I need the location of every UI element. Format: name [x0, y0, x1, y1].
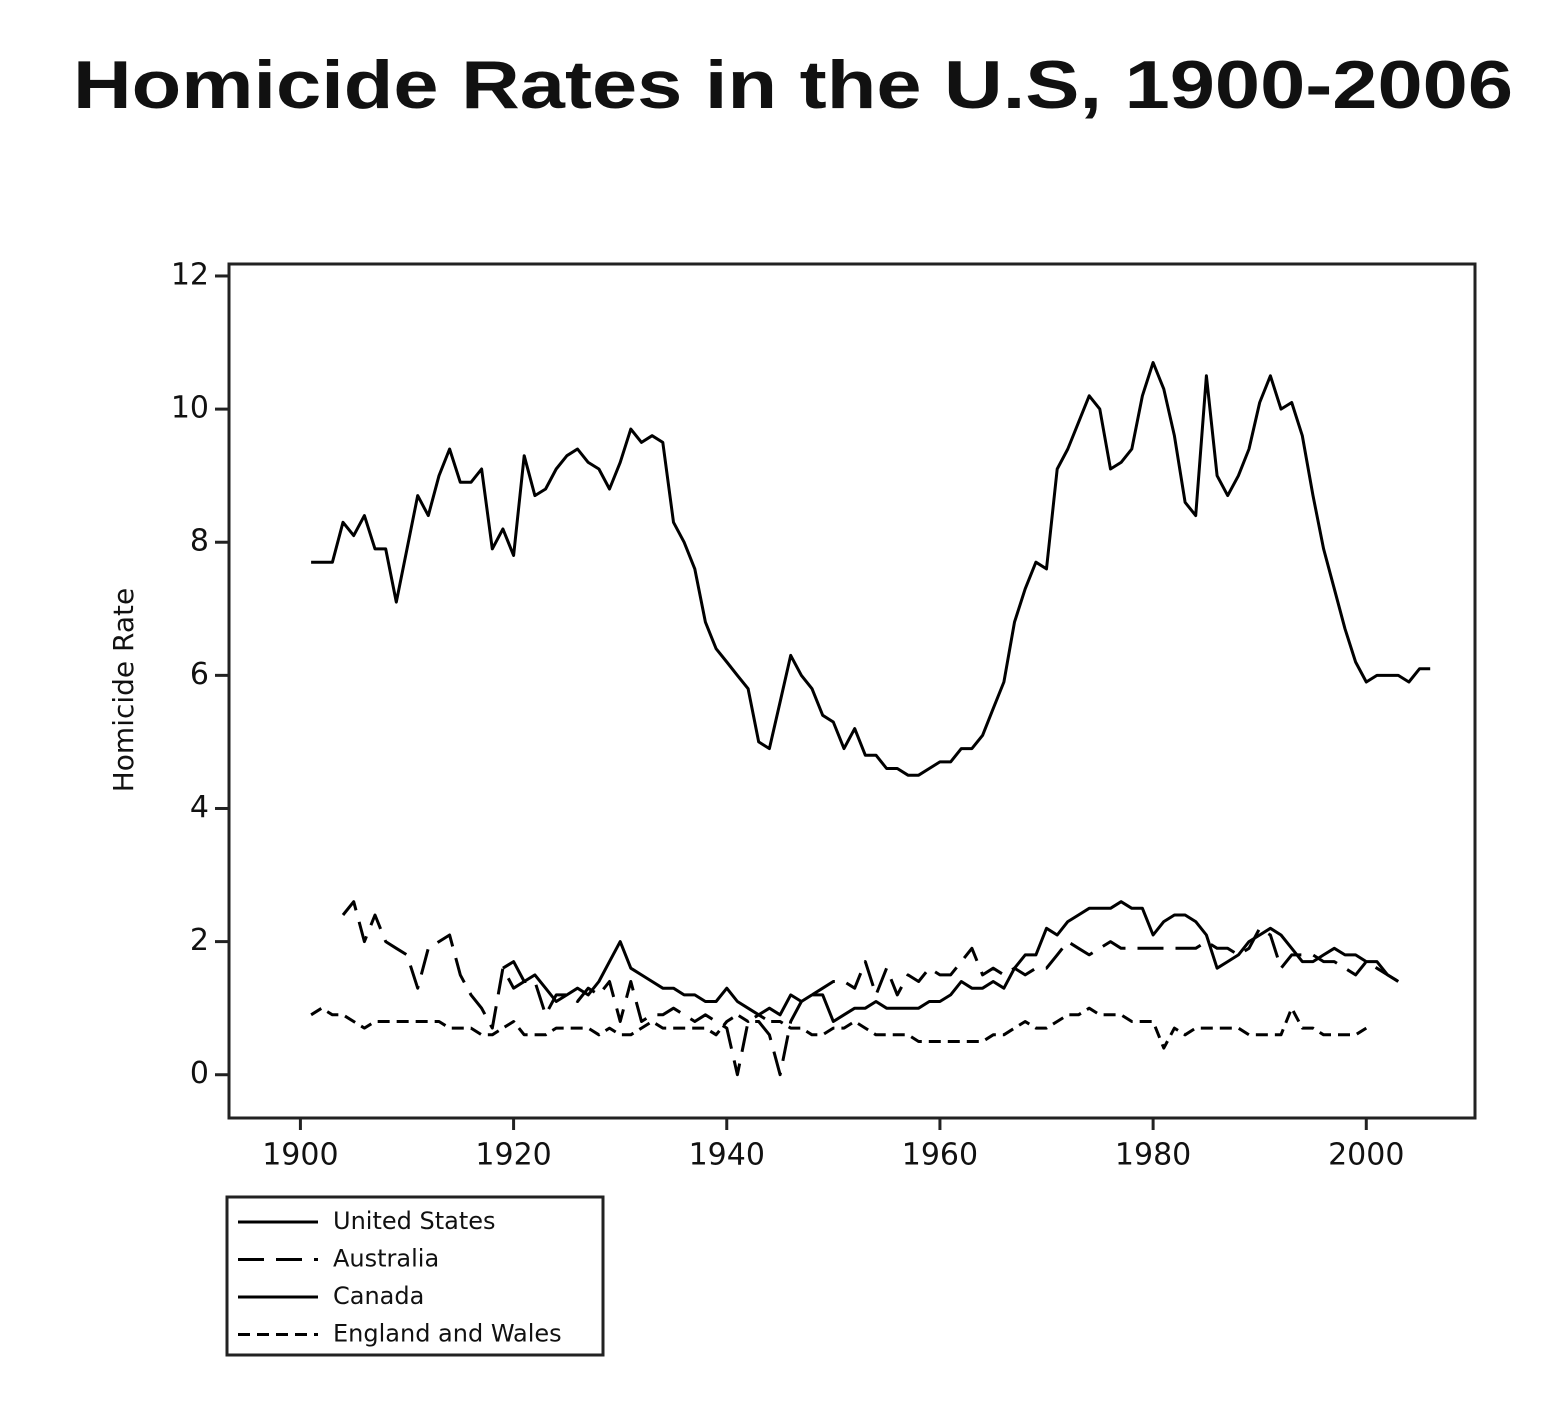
- series-line: [311, 361, 1431, 777]
- series-line: [310, 1006, 1368, 1050]
- legend-label: England and Wales: [333, 1320, 562, 1348]
- legend-label: Australia: [333, 1245, 439, 1273]
- plot-frame: [227, 262, 1477, 1120]
- y-tick-label: 2: [190, 923, 209, 958]
- legend-label: United States: [333, 1207, 496, 1235]
- y-tick-label: 8: [190, 524, 209, 559]
- series-line: [502, 900, 1400, 1023]
- x-tick-label: 1980: [1115, 1138, 1191, 1173]
- x-tick-label: 1900: [262, 1138, 338, 1173]
- y-tick-label: 4: [190, 790, 209, 825]
- x-tick-label: 1920: [475, 1138, 551, 1173]
- y-tick-label: 12: [171, 257, 209, 292]
- chart-title: Homicide Rates in the U.S, 1900-2006: [73, 47, 1513, 123]
- y-tick-label: 10: [171, 391, 209, 426]
- x-tick-label: 1940: [689, 1138, 765, 1173]
- x-tick-label: 2000: [1328, 1138, 1404, 1173]
- y-tick-label: 0: [190, 1056, 209, 1091]
- series-line: [341, 900, 1400, 1077]
- x-tick-label: 1960: [902, 1138, 978, 1173]
- y-axis-label: Homicide Rate: [107, 588, 140, 793]
- legend-box: [225, 1195, 605, 1357]
- legend-label: Canada: [333, 1282, 424, 1310]
- y-tick-label: 6: [190, 657, 209, 692]
